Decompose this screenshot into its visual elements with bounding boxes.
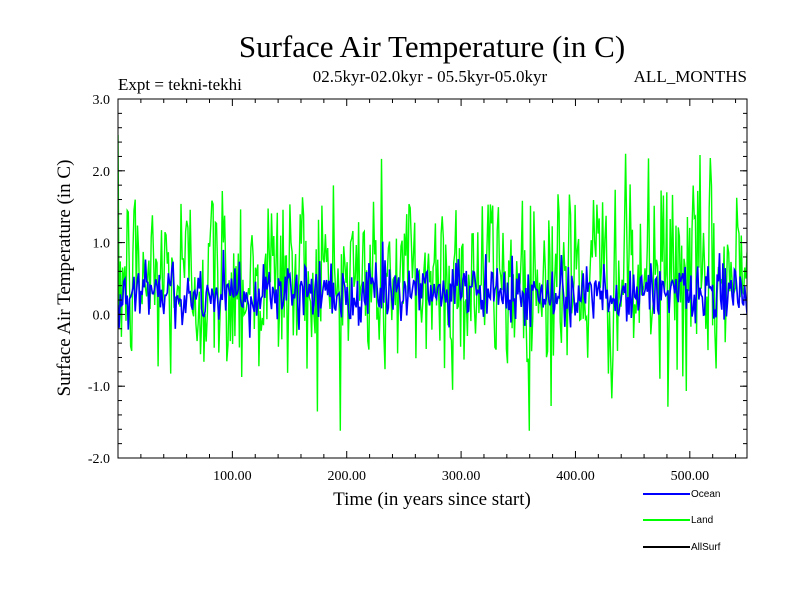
y-tick-label: -1.0 (88, 380, 110, 395)
x-tick-label: 500.00 (671, 469, 710, 484)
y-tick-label: 2.0 (93, 165, 111, 180)
y-tick-label: 1.0 (93, 237, 111, 252)
y-tick-label: 0.0 (93, 308, 111, 323)
x-tick-label: 200.00 (327, 469, 366, 484)
x-tick-label: 400.00 (556, 469, 595, 484)
subtitle-center: 02.5kyr-02.0kyr - 05.5kyr-05.0kyr (313, 67, 548, 86)
chart-title: Surface Air Temperature (in C) (239, 29, 625, 64)
x-axis-label: Time (in years since start) (333, 489, 531, 510)
series-line-ocean (118, 241, 747, 338)
legend-label-ocean: Ocean (691, 489, 720, 500)
legend-label-allsurf: AllSurf (691, 542, 721, 553)
subtitle-right: ALL_MONTHS (634, 67, 747, 86)
y-tick-label: -2.0 (88, 452, 110, 467)
x-tick-label: 300.00 (442, 469, 481, 484)
y-tick-label: 3.0 (93, 93, 111, 108)
subtitle-left: Expt = tekni-tekhi (118, 75, 242, 94)
plot-frame (117, 98, 748, 459)
legend-label-land: Land (691, 515, 713, 526)
x-tick-label: 100.00 (213, 469, 252, 484)
y-axis-label: Surface Air Temperature (in C) (54, 160, 75, 397)
